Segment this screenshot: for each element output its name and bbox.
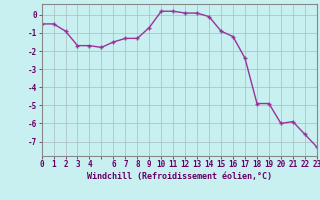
X-axis label: Windchill (Refroidissement éolien,°C): Windchill (Refroidissement éolien,°C) <box>87 172 272 181</box>
